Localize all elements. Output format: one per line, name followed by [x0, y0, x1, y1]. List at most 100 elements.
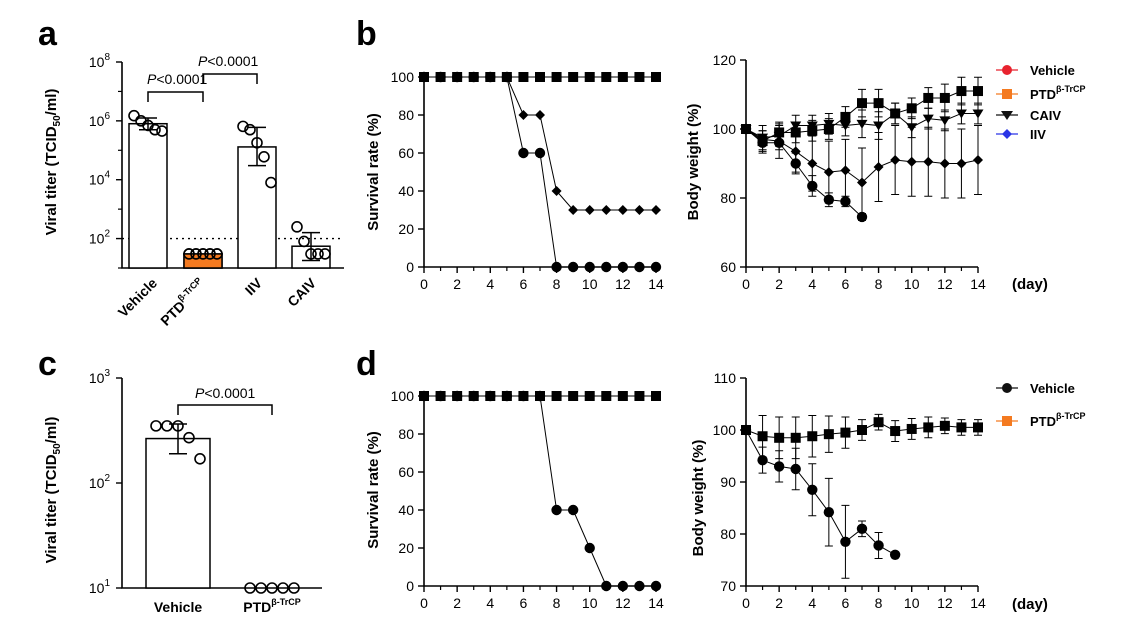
a-point — [244, 123, 256, 136]
a-point — [265, 176, 277, 189]
b-survival-ptd-point — [568, 72, 579, 82]
b-weight-iiv-point — [840, 165, 851, 176]
d-weight-ptd-point — [757, 431, 768, 442]
legend-d-vehicle-marker — [1002, 383, 1012, 393]
b-survival-vehicle_b-point — [601, 261, 612, 273]
b-survival-iiv-point — [634, 205, 645, 215]
panel-b-weight-ylabel: Body weight (%) — [685, 104, 702, 221]
a-bracket — [147, 91, 204, 102]
b-survival-iiv-point — [584, 205, 595, 215]
a-ytick-label: 102 — [89, 229, 111, 247]
a-point — [291, 221, 303, 233]
panel-a-ylabel: Viral titer (TCID50/ml) — [43, 89, 63, 236]
d-survival-vehicle_d-point — [650, 580, 662, 592]
d-survival-ptd-point — [634, 391, 645, 401]
d-weight-vehicle_d-point — [840, 536, 851, 547]
b-survival-xtick-label: 10 — [582, 276, 598, 292]
a-point — [298, 235, 310, 248]
b-weight-xtick-label: 10 — [904, 276, 920, 292]
d-weight-ptd-point — [973, 422, 983, 433]
panel-a-pvalue-1: P<0.0001 — [147, 71, 208, 87]
d-weight-ptd-point — [790, 432, 801, 443]
d-survival-ptd-point — [535, 391, 545, 401]
d-weight-vehicle_d-point — [873, 540, 884, 551]
b-survival-ptd-point — [501, 72, 512, 82]
a-point — [251, 136, 263, 149]
panel-d-day-label: (day) — [1012, 596, 1048, 613]
b-weight-iiv-point — [939, 158, 950, 169]
b-weight-ptd-point — [956, 86, 967, 97]
b-weight-caiv-point — [839, 121, 851, 131]
d-survival-ptd-point — [568, 391, 579, 401]
d-survival-vehicle_d-point — [634, 580, 645, 592]
c-point — [183, 431, 195, 444]
d-survival-ptd-point — [468, 391, 479, 401]
d-weight-vehicle_d-point — [889, 549, 901, 560]
panel-d-weight-ylabel: Body weight (%) — [690, 440, 707, 557]
d-survival-xtick-label: 8 — [553, 595, 561, 611]
b-survival-ptd-point — [584, 72, 595, 82]
panel-a-cat-iiv: IIV — [242, 274, 266, 298]
c-bar — [145, 437, 211, 589]
b-survival-vehicle_b-line — [424, 76, 656, 268]
d-survival-ytick-label: 80 — [398, 426, 414, 442]
b-weight-ytick-label: 80 — [720, 190, 736, 206]
d-survival-xtick-label: 2 — [453, 595, 461, 611]
b-survival-xtick-label: 8 — [553, 276, 561, 292]
b-survival-ptd-point — [419, 72, 429, 82]
panel-c-cat-ptd: PTDβ-TrCP — [243, 597, 301, 615]
a-ptd-point — [190, 248, 202, 260]
d-weight-ptd-point — [956, 422, 967, 433]
d-survival-ptd-point — [651, 391, 661, 401]
panel-b-day-label: (day) — [1012, 276, 1048, 293]
c-point — [161, 420, 173, 432]
b-survival-ptd-point — [435, 72, 446, 82]
a-point — [319, 248, 331, 260]
b-survival-ptd-point — [551, 72, 562, 82]
b-weight-iiv-point — [857, 177, 867, 188]
b-weight-iiv-point — [923, 156, 934, 167]
b-weight-caiv-point — [939, 116, 951, 126]
d-weight-ytick-label: 80 — [720, 526, 736, 542]
c-point — [244, 582, 256, 594]
b-survival-ytick-label: 20 — [398, 221, 414, 237]
b-weight-caiv-point — [823, 119, 835, 129]
b-survival-xtick-label: 12 — [615, 276, 631, 292]
b-weight-xtick-label: 6 — [842, 276, 850, 292]
d-survival-xtick-label: 12 — [615, 595, 631, 611]
b-weight-ptd-point — [923, 92, 934, 103]
a-point — [305, 248, 317, 260]
d-weight-xtick-label: 4 — [808, 595, 816, 611]
a-point — [128, 109, 140, 122]
b-survival-ytick-label: 80 — [398, 107, 414, 123]
panel-d-legend: Vehicle PTDβ-TrCP — [996, 381, 1086, 429]
d-weight-xtick-label: 10 — [904, 595, 920, 611]
a-bar — [237, 146, 277, 269]
panel-a-pvalue-2: P<0.0001 — [198, 53, 259, 69]
d-weight-ptd-point — [840, 427, 851, 438]
b-weight-iiv-point — [807, 158, 818, 169]
b-survival-ptd-point — [485, 72, 496, 82]
b-survival-xtick-label: 4 — [486, 276, 494, 292]
c-point — [255, 582, 267, 594]
c-bracket — [177, 404, 273, 415]
b-survival-ytick-label: 40 — [398, 183, 414, 199]
b-survival-ptd-point — [535, 72, 545, 82]
b-survival-axes — [423, 77, 656, 268]
b-survival-vehicle_b-point — [534, 147, 546, 159]
d-survival-vehicle_d-point — [551, 504, 562, 516]
d-weight-ptd-point — [906, 423, 917, 434]
d-weight-ptd-point — [823, 429, 834, 440]
legend-vehicle-label: Vehicle — [1030, 63, 1075, 78]
a-errorbar — [248, 126, 266, 167]
b-weight-iiv-point — [873, 161, 884, 172]
d-survival-ptd-point — [518, 391, 529, 401]
d-survival-xtick-label: 6 — [520, 595, 528, 611]
d-weight-vehicle_d-point — [856, 523, 868, 534]
d-survival-xtick-label: 4 — [486, 595, 494, 611]
b-survival-iiv-point — [568, 205, 579, 215]
d-weight-xtick-label: 14 — [970, 595, 986, 611]
a-point — [149, 123, 161, 136]
d-weight-ptd-point — [741, 425, 751, 435]
